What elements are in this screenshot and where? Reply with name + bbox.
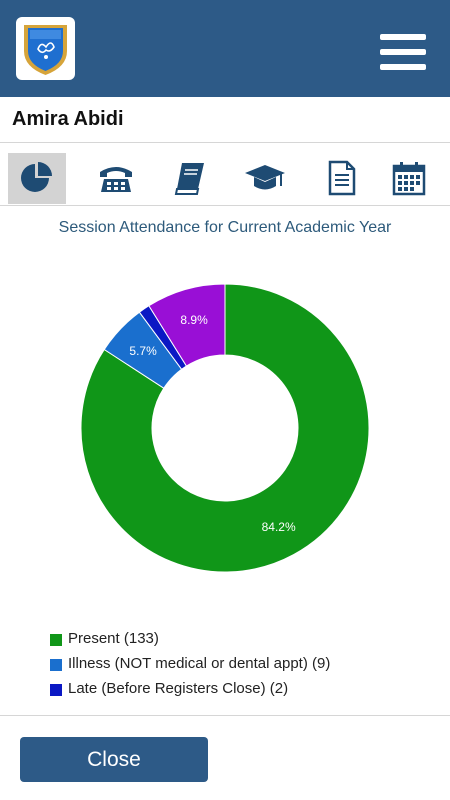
attendance-donut-chart: 84.2% 5.7% 8.9%: [80, 283, 370, 573]
legend-label: Late (Before Registers Close) (2): [68, 680, 289, 697]
tab-homework[interactable]: [161, 153, 219, 204]
hamburger-menu-icon[interactable]: [373, 30, 431, 74]
shield-icon: [24, 25, 67, 75]
school-logo[interactable]: [16, 17, 75, 80]
tab-grades[interactable]: [234, 153, 292, 204]
student-name: Amira Abidi: [12, 108, 124, 130]
document-icon: [328, 160, 356, 196]
close-button[interactable]: Close: [20, 737, 208, 782]
pie-slice-1[interactable]: [80, 283, 370, 573]
legend-swatch: [50, 659, 62, 671]
telephone-icon: [100, 167, 132, 192]
graduation-cap-icon: [245, 165, 285, 190]
chart-title: Session Attendance for Current Academic …: [58, 219, 392, 236]
app-header: [0, 0, 450, 97]
pie-chart-icon: [21, 162, 52, 192]
divider: [0, 142, 450, 143]
tab-reports[interactable]: [313, 153, 371, 204]
legend-label: Present (133): [68, 630, 159, 647]
pie-slice-4[interactable]: [148, 283, 226, 367]
tab-bar: [0, 153, 450, 204]
tab-contacts[interactable]: [87, 153, 145, 204]
tab-calendar[interactable]: [380, 153, 438, 204]
divider: [0, 205, 450, 206]
tab-attendance[interactable]: [8, 153, 66, 204]
legend-swatch: [50, 684, 62, 696]
calendar-icon: [392, 162, 426, 196]
divider: [0, 715, 450, 716]
slice-percent-label: 84.2%: [262, 520, 296, 534]
legend-label: Illness (NOT medical or dental appt) (9): [68, 655, 331, 672]
legend-swatch: [50, 634, 62, 646]
slice-percent-label: 5.7%: [129, 344, 157, 358]
book-icon: [174, 163, 204, 195]
slice-percent-label: 8.9%: [180, 313, 208, 327]
